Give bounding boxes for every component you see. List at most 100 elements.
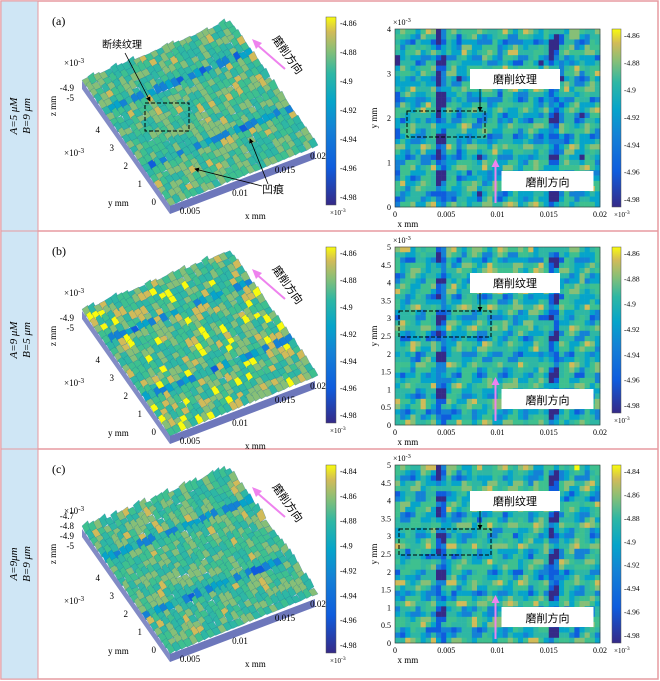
map-cell — [451, 201, 457, 208]
map-cell — [492, 39, 498, 46]
map-cell — [420, 501, 427, 508]
map-cell — [543, 44, 550, 51]
map-cell — [487, 398, 493, 405]
map-cell — [574, 414, 580, 421]
map-cell — [523, 304, 529, 311]
map-cell — [487, 107, 493, 114]
map-cell — [395, 149, 401, 155]
map-cell — [584, 278, 591, 284]
map-cell — [471, 133, 478, 140]
map-cell — [497, 49, 503, 56]
map-cell — [405, 247, 411, 253]
map-cell — [533, 336, 539, 342]
map-cell — [512, 133, 519, 140]
map-cell — [436, 538, 442, 544]
map-cell — [594, 414, 601, 421]
map-cell — [482, 107, 488, 114]
map-cell — [492, 201, 498, 208]
map-cell — [441, 97, 447, 103]
map-cell — [436, 414, 442, 421]
map-cell — [502, 419, 509, 426]
z-exponent-label: ×10-3 — [64, 287, 84, 298]
map-cell — [441, 294, 447, 300]
map-y-tick-label: 0 — [387, 421, 391, 430]
map-cell — [415, 60, 421, 66]
map-cell — [405, 548, 411, 555]
map-cell — [533, 97, 539, 103]
map-cell — [482, 191, 488, 197]
map-cell — [553, 191, 560, 197]
map-cell — [446, 34, 452, 40]
map-cell — [461, 346, 468, 353]
map-cell — [410, 480, 416, 487]
map-cell — [564, 149, 570, 155]
map-cell — [405, 49, 411, 56]
map-cell — [594, 377, 601, 384]
map-cell — [420, 144, 427, 150]
map-cell — [518, 377, 524, 384]
map-cell — [436, 404, 442, 410]
map-cell — [420, 165, 427, 171]
map-cell — [497, 315, 503, 321]
map-cell — [410, 154, 416, 161]
map-cell — [425, 262, 432, 269]
map-cell — [482, 341, 488, 347]
map-cell — [538, 377, 544, 384]
map-cell — [589, 257, 596, 264]
map-cell — [574, 81, 580, 87]
map-cell — [405, 580, 411, 586]
map-cell — [487, 118, 493, 124]
map-cell — [410, 97, 416, 103]
map-cell — [543, 165, 550, 171]
map-cell — [436, 118, 442, 124]
x-axis-label: x mm — [245, 441, 266, 451]
map-cell — [466, 175, 473, 182]
map-cell — [533, 247, 539, 253]
map-cell — [456, 86, 462, 93]
map-cell — [512, 107, 519, 114]
map-cell — [430, 491, 437, 497]
map-cell — [446, 262, 452, 269]
colorbar-tick-label: -4.88 — [624, 274, 640, 283]
map-cell — [538, 356, 544, 363]
map-cell — [492, 91, 498, 98]
z-axis-label: z mm — [48, 96, 58, 116]
map-cell — [553, 362, 560, 368]
map-cell — [559, 149, 565, 155]
map-cell — [523, 356, 529, 363]
map-cell — [425, 325, 432, 332]
map-cell — [410, 362, 416, 368]
map-cell — [594, 346, 601, 353]
map-cell — [456, 325, 462, 332]
map-cell — [477, 39, 483, 46]
map-cell — [436, 262, 442, 269]
map-cell — [528, 372, 534, 379]
map-cell — [584, 362, 591, 368]
map-cell — [482, 330, 488, 337]
map-cell — [425, 595, 432, 602]
map-cell — [430, 362, 437, 368]
map-cell — [543, 341, 550, 347]
map-cell — [497, 414, 503, 421]
map-cell — [425, 304, 432, 311]
map-cell — [395, 506, 401, 513]
map-cell — [436, 304, 442, 311]
map-cell — [430, 175, 437, 182]
map-cell — [471, 65, 478, 72]
map-y-tick-label: 2.5 — [381, 332, 391, 341]
map-cell — [400, 294, 406, 300]
map-cell — [395, 522, 401, 529]
map-cell — [405, 39, 411, 46]
map-cell — [497, 299, 503, 305]
map-cell — [410, 320, 416, 326]
map-cell — [548, 409, 555, 415]
map-cell — [420, 170, 427, 176]
map-cell — [405, 257, 411, 264]
map-cell — [518, 320, 524, 326]
map-cell — [594, 252, 601, 258]
map-cell — [456, 273, 462, 279]
colorbar-2d: -4.86-4.88-4.9-4.92-4.94-4.96-4.98×10-3 — [611, 246, 640, 425]
map-cell — [451, 267, 457, 274]
map-cell — [553, 49, 560, 56]
